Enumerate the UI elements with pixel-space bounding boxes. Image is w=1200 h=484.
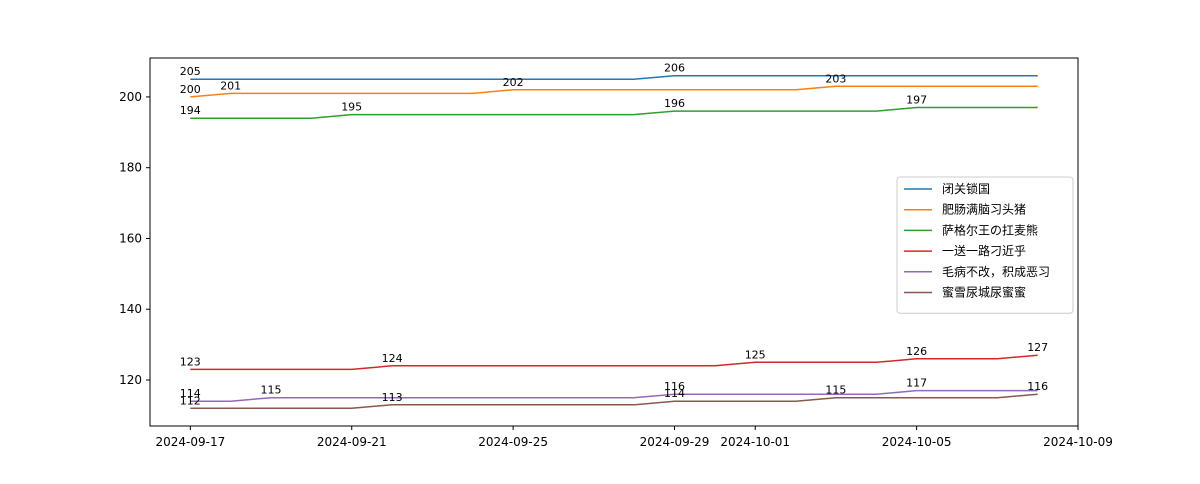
data-labels-layer: 205 206 200 201 202 203 194 195 196 197 123 124 125 1…	[180, 62, 1048, 408]
data-label-4-2: 124	[382, 352, 403, 365]
data-label-4-3: 125	[745, 348, 766, 361]
data-label-6-1: 112	[180, 394, 201, 407]
data-label-5-1: 114	[180, 387, 201, 400]
x-tick-label-6: 2024-10-05	[882, 435, 952, 449]
data-label-2-4: 203	[825, 72, 846, 85]
series-line-2	[190, 85, 1038, 98]
data-label-1-1: 205	[180, 65, 201, 78]
legend-label-5: 毛病不改，积成恶习	[942, 264, 1050, 279]
y-tick-label-1: 120	[119, 373, 142, 387]
legend-label-4: 一送一路刁近乎	[942, 243, 1026, 258]
legend-label-2: 肥肠满脑习头猪	[942, 203, 1026, 217]
legend: 闭关锁国肥肠满脑习头猪萨格尔王の扛麦熊一送一路刁近乎毛病不改，积成恶习蜜雪尿城尿…	[896, 176, 1074, 314]
x-tick-label-3: 2024-09-25	[478, 435, 548, 449]
data-label-2-2: 201	[220, 79, 241, 92]
data-label-6-2: 113	[382, 391, 403, 404]
data-label-1-2: 206	[664, 62, 685, 75]
y-tick-label-5: 200	[119, 90, 142, 104]
series-line-6	[190, 393, 1038, 410]
legend-label-6: 蜜雪尿城尿蜜蜜	[942, 285, 1026, 300]
data-label-2-1: 200	[180, 83, 201, 96]
series-line-4	[190, 354, 1038, 371]
x-tick-label-7: 2024-10-09	[1043, 435, 1113, 449]
series-line-1	[190, 74, 1038, 80]
x-tick-label-5: 2024-10-01	[720, 435, 790, 449]
legend-label-3: 萨格尔王の扛麦熊	[942, 222, 1038, 237]
data-label-5-2: 115	[261, 384, 282, 397]
data-label-4-5: 127	[1027, 341, 1048, 354]
data-label-6-3: 114	[664, 387, 685, 400]
data-label-6-5: 116	[1027, 380, 1048, 393]
data-label-3-1: 194	[180, 104, 201, 117]
x-tick-label-1: 2024-09-17	[155, 435, 225, 449]
legend-frame	[896, 176, 1074, 314]
data-label-3-3: 196	[664, 97, 685, 110]
plot-area-frame	[149, 57, 1079, 427]
legend-label-1: 闭关锁国	[942, 181, 990, 196]
x-tick-label-2: 2024-09-21	[317, 435, 387, 449]
data-label-6-4: 115	[825, 384, 846, 397]
x-tick-label-4: 2024-09-29	[640, 435, 710, 449]
y-tick-label-3: 160	[119, 231, 142, 245]
y-tick-label-2: 140	[119, 302, 142, 316]
y-tick-label-4: 180	[119, 161, 142, 175]
data-label-3-4: 197	[906, 94, 927, 107]
series-line-5	[190, 389, 1038, 402]
data-label-5-4: 117	[906, 377, 927, 390]
series-layer	[190, 74, 1038, 410]
x-axis: 2024-09-17 2024-09-21 2024-09-25 2024-09-29…	[155, 426, 1113, 449]
data-label-4-1: 123	[180, 355, 201, 368]
y-axis: 120 140 160 180 200	[119, 90, 150, 387]
data-label-5-3: 116	[664, 380, 685, 393]
data-label-2-3: 202	[503, 76, 524, 89]
data-label-3-2: 195	[341, 101, 362, 114]
series-line-3	[190, 106, 1038, 119]
data-label-4-4: 126	[906, 345, 927, 358]
